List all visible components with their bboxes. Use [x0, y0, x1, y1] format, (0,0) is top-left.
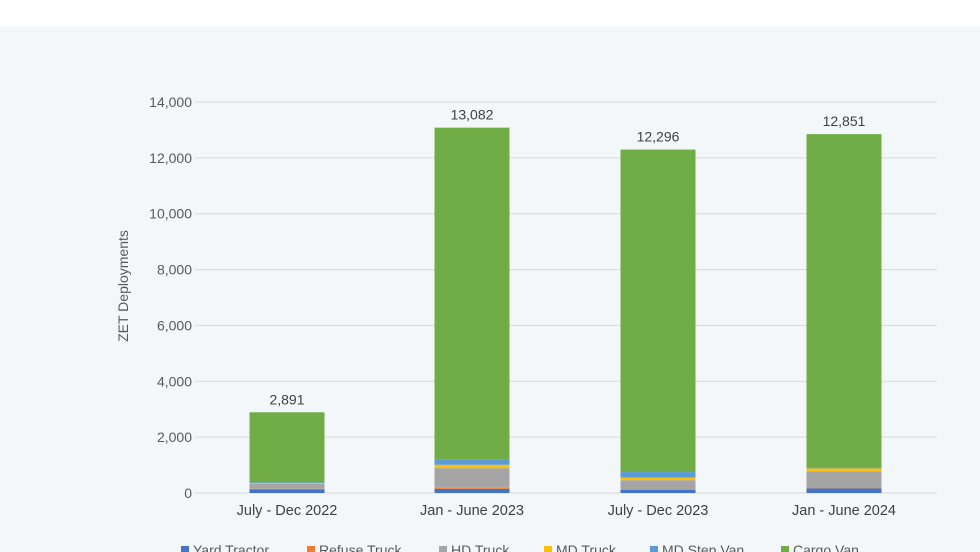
legend-swatch-md-truck — [544, 546, 552, 552]
y-tick-label: 0 — [184, 485, 192, 501]
bar-segment-yard-tractor — [434, 488, 510, 493]
bar-segment-yard-tractor — [249, 489, 325, 493]
legend-swatch-yard-tractor — [181, 546, 189, 552]
bar-segment-hd-truck — [806, 471, 882, 488]
bar-segment-md-step-van — [434, 459, 510, 465]
x-tick-label: July - Dec 2023 — [608, 503, 709, 519]
stacked-bar-chart: 0 2,000 4,000 6,000 8,000 10,000 12,000 14,000 Z… — [115, 94, 937, 552]
y-tick-label: 12,000 — [149, 150, 192, 166]
legend-label: MD Truck — [556, 542, 617, 552]
bar-segment-cargo-van — [806, 134, 882, 468]
bar-segment-yard-tractor — [806, 488, 882, 493]
total-data-label: 2,891 — [269, 391, 304, 407]
legend-swatch-cargo-van — [781, 546, 789, 552]
legend-label: Refuse Truck — [319, 542, 402, 552]
total-data-label: 12,851 — [823, 113, 866, 129]
y-tick-label: 8,000 — [157, 262, 192, 278]
bar-segment-cargo-van — [620, 149, 696, 473]
bar-segment-cargo-van — [249, 412, 325, 483]
bar-segment-md-truck — [620, 477, 696, 481]
total-data-label: 12,296 — [637, 129, 680, 145]
bar-segment-refuse-truck — [806, 487, 882, 489]
legend-label: Cargo Van — [793, 542, 859, 552]
y-tick-label: 6,000 — [157, 317, 192, 333]
bar-segment-md-step-van — [620, 472, 696, 478]
bar-segment-md-step-van — [249, 482, 325, 484]
y-tick-label: 2,000 — [157, 429, 192, 445]
x-tick-label: July - Dec 2022 — [237, 503, 338, 519]
bar-segment-yard-tractor — [620, 489, 696, 493]
bar-segment-refuse-truck — [620, 489, 696, 490]
legend-swatch-md-step-van — [650, 546, 658, 552]
legend-swatch-refuse-truck — [307, 546, 315, 552]
bar-segment-md-step-van — [806, 467, 882, 469]
legend-label: HD Truck — [451, 542, 510, 552]
legend-label: Yard Tractor — [193, 542, 269, 552]
bar-segment-md-truck — [249, 483, 325, 484]
total-data-label: 13,082 — [451, 107, 494, 123]
chart-canvas: 0 2,000 4,000 6,000 8,000 10,000 12,000 14,000 Z… — [0, 26, 980, 552]
x-tick-label: Jan - June 2024 — [792, 503, 896, 519]
legend-label: MD Step Van — [662, 542, 744, 552]
y-tick-label: 4,000 — [157, 373, 192, 389]
y-tick-label: 10,000 — [149, 206, 192, 222]
bar-segment-refuse-truck — [249, 488, 325, 490]
bar-segment-hd-truck — [620, 480, 696, 490]
y-axis-label: ZET Deployments — [115, 230, 131, 342]
y-tick-label: 14,000 — [149, 94, 192, 110]
bar-segment-cargo-van — [434, 127, 510, 460]
legend-swatch-hd-truck — [439, 546, 447, 552]
bar-segment-refuse-truck — [434, 487, 510, 489]
bar-segment-md-truck — [806, 468, 882, 472]
bar-segment-md-truck — [434, 464, 510, 469]
x-tick-label: Jan - June 2023 — [420, 503, 524, 519]
bar-segment-hd-truck — [434, 468, 510, 488]
bar-segment-hd-truck — [249, 483, 325, 489]
